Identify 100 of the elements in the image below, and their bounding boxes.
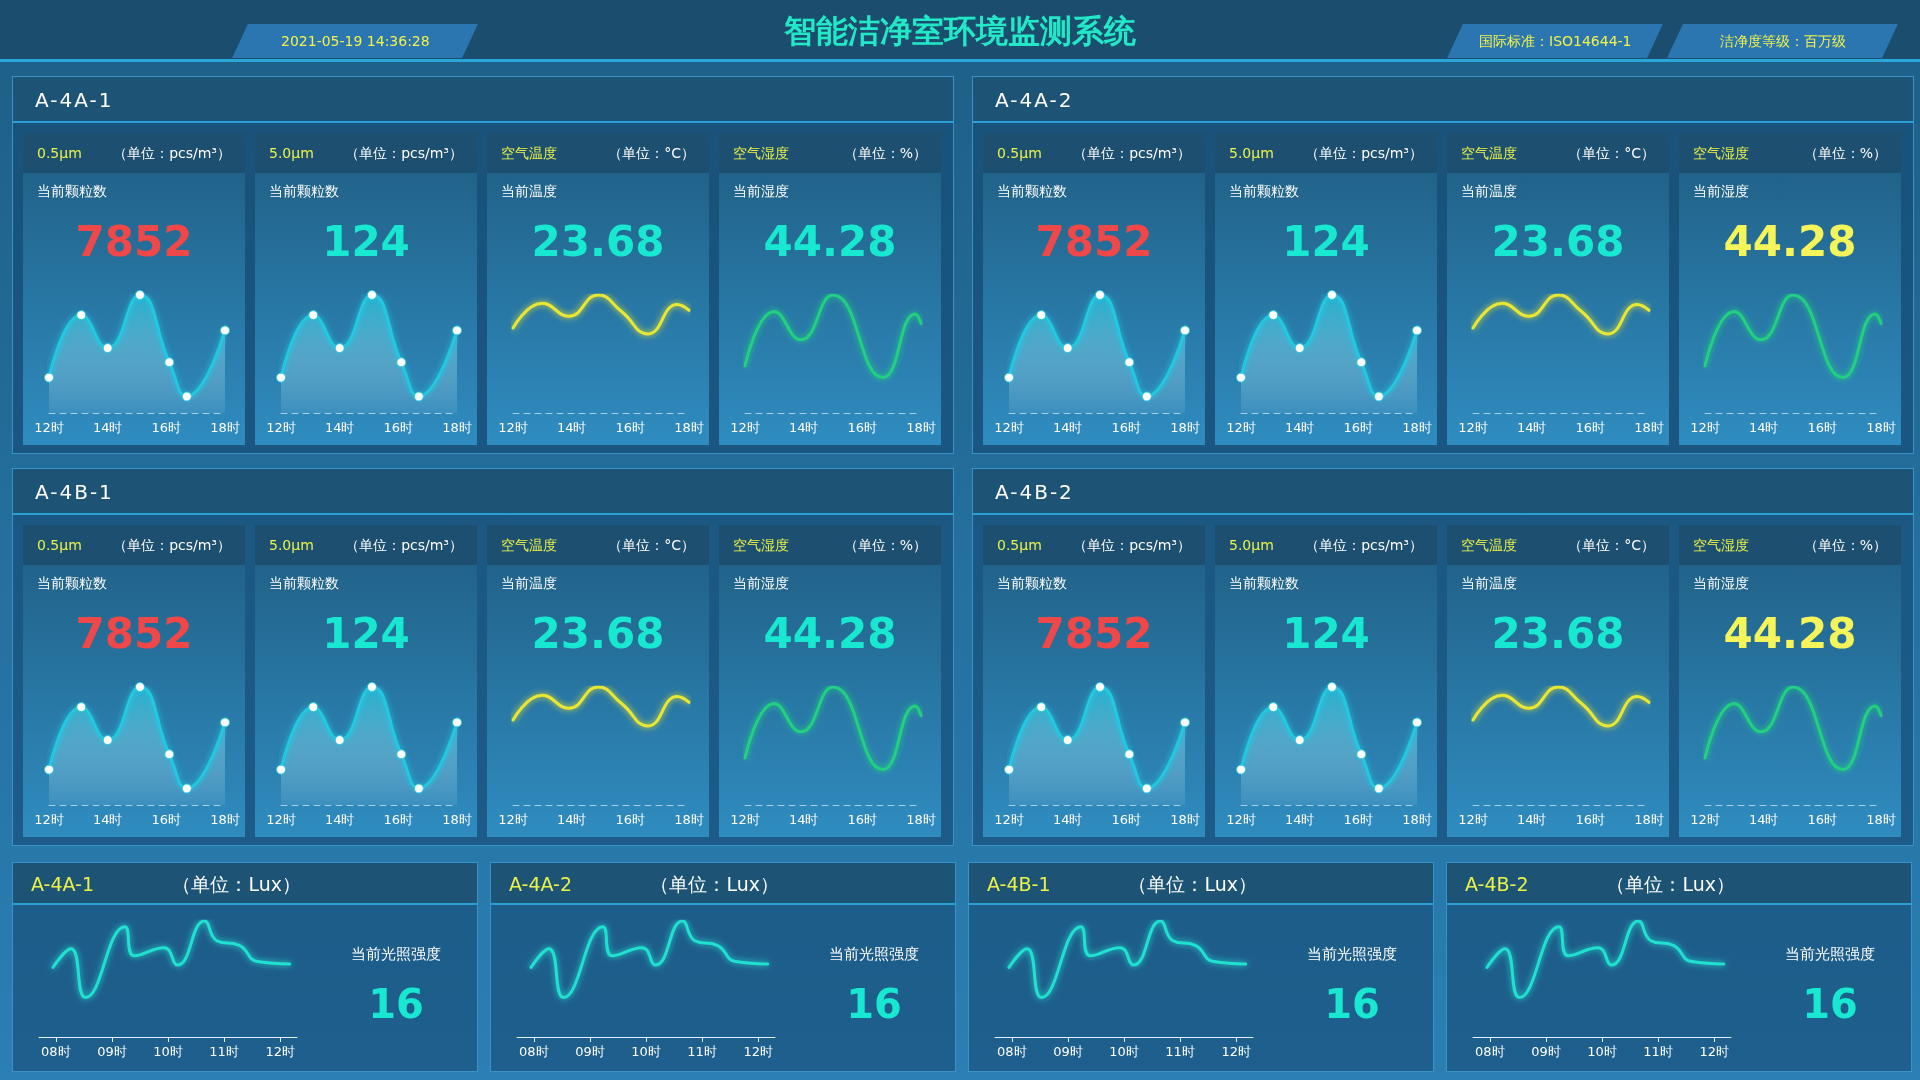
x-tick-label: 12时 xyxy=(730,420,760,435)
text: 7852 xyxy=(1034,609,1154,658)
text: 洁净度等级：百万级 xyxy=(1719,32,1846,51)
x-tick-label: 12时 xyxy=(266,812,296,827)
chart-title: 5.0μm xyxy=(269,536,314,555)
text: 当前光照强度 xyxy=(828,945,920,964)
text: 当前温度 xyxy=(501,183,557,201)
point xyxy=(1094,682,1105,692)
chart-subtitle: （单位：%） xyxy=(843,536,927,555)
chart-title: 空气温度 xyxy=(1461,144,1517,163)
point xyxy=(1268,702,1279,713)
chart-subtitle: （单位：Lux） xyxy=(1128,872,1257,897)
x-tick-label: 12时 xyxy=(34,812,64,827)
x-tick-label: 16时 xyxy=(847,812,878,827)
text: 当前湿度 xyxy=(733,575,789,593)
x-tick-label: 12时 xyxy=(1458,812,1488,827)
point xyxy=(1294,343,1305,354)
point xyxy=(366,290,377,300)
point xyxy=(1062,343,1073,354)
x-tick-label: 10时 xyxy=(153,1044,183,1059)
chart-subtitle: （单位：Lux） xyxy=(650,872,779,897)
text: A-4A-2 xyxy=(973,77,1913,123)
text: 7852 xyxy=(1034,217,1154,266)
point xyxy=(1062,735,1073,746)
x-tick-label: 12时 xyxy=(743,1044,773,1059)
point xyxy=(1004,764,1014,775)
chart-title: A-4B-1 xyxy=(987,872,1051,897)
point xyxy=(1094,290,1105,300)
x-tick-label: 09时 xyxy=(97,1044,127,1059)
x-tick-label: 11时 xyxy=(687,1044,717,1059)
chart-subtitle: （单位：°C） xyxy=(608,144,695,163)
chart-subtitle: （单位：°C） xyxy=(1568,536,1655,555)
text: 智能洁净室环境监测系统 xyxy=(784,12,1136,50)
chart-subtitle: （单位：pcs/m³） xyxy=(113,536,231,555)
x-tick-label: 14时 xyxy=(1052,812,1083,827)
text: 当前颗粒数 xyxy=(997,575,1067,593)
chart-title: 空气湿度 xyxy=(733,144,789,163)
point xyxy=(413,783,424,794)
x-tick-label: 18时 xyxy=(906,420,936,435)
x-tick-label: 09时 xyxy=(1531,1044,1561,1059)
x-tick-label: 12时 xyxy=(1690,812,1720,827)
text: 44.28 xyxy=(1722,217,1858,266)
text: 当前光照强度 xyxy=(1306,945,1398,964)
chart-subtitle: （单位：pcs/m³） xyxy=(1305,536,1423,555)
text: 44.28 xyxy=(762,217,898,266)
x-tick-label: 12时 xyxy=(1226,812,1256,827)
x-tick-label: 18时 xyxy=(210,420,240,435)
x-tick-label: 14时 xyxy=(92,420,123,435)
chart-subtitle: （单位：pcs/m³） xyxy=(345,536,463,555)
x-tick-label: 16时 xyxy=(383,420,414,435)
text: 16 xyxy=(1323,981,1381,1027)
x-tick-label: 12时 xyxy=(1458,420,1488,435)
chart-subtitle: （单位：pcs/m³） xyxy=(1305,144,1423,163)
text: 当前颗粒数 xyxy=(997,183,1067,201)
x-tick-label: 10时 xyxy=(1587,1044,1617,1059)
point xyxy=(1326,682,1337,692)
x-tick-label: 16时 xyxy=(1111,420,1142,435)
point xyxy=(1373,783,1384,794)
chart-title: A-4B-2 xyxy=(1465,872,1529,897)
text: 16 xyxy=(367,981,425,1027)
point xyxy=(102,343,113,354)
x-tick-label: 14时 xyxy=(1284,420,1315,435)
x-tick-label: 12时 xyxy=(34,420,64,435)
point xyxy=(334,343,345,354)
x-tick-label: 18时 xyxy=(442,420,472,435)
point xyxy=(1236,372,1246,383)
x-tick-label: 16时 xyxy=(383,812,414,827)
x-tick-label: 16时 xyxy=(1807,420,1838,435)
x-tick-label: 16时 xyxy=(1575,420,1606,435)
text: 124 xyxy=(321,217,411,266)
chart-subtitle: （单位：°C） xyxy=(608,536,695,555)
chart-title: 0.5μm xyxy=(37,144,82,163)
point xyxy=(1412,717,1422,728)
text: 当前湿度 xyxy=(1693,183,1749,201)
chart-title: 0.5μm xyxy=(997,144,1042,163)
x-tick-label: 16时 xyxy=(615,812,646,827)
x-tick-label: 16时 xyxy=(1575,812,1606,827)
chart-title: 5.0μm xyxy=(1229,144,1274,163)
text: 7852 xyxy=(74,217,194,266)
point xyxy=(1141,783,1152,794)
chart-title: 空气湿度 xyxy=(1693,144,1749,163)
text: A-4A-1 xyxy=(13,77,953,123)
text: 23.68 xyxy=(1490,609,1626,658)
point xyxy=(181,391,192,402)
x-tick-label: 12时 xyxy=(498,420,528,435)
text: 7852 xyxy=(74,609,194,658)
text: 23.68 xyxy=(1490,217,1626,266)
point xyxy=(44,372,54,383)
point xyxy=(1180,717,1190,728)
chart-title: 空气湿度 xyxy=(1693,536,1749,555)
chart-title: 0.5μm xyxy=(997,536,1042,555)
point xyxy=(181,783,192,794)
x-tick-label: 11时 xyxy=(209,1044,239,1059)
chart-subtitle: （单位：pcs/m³） xyxy=(1073,536,1191,555)
x-tick-label: 09时 xyxy=(1053,1044,1083,1059)
point xyxy=(1004,372,1014,383)
text: 国际标准：ISO14644-1 xyxy=(1478,32,1632,51)
point xyxy=(1294,735,1305,746)
text: 当前温度 xyxy=(1461,575,1517,593)
x-tick-label: 14时 xyxy=(788,812,819,827)
